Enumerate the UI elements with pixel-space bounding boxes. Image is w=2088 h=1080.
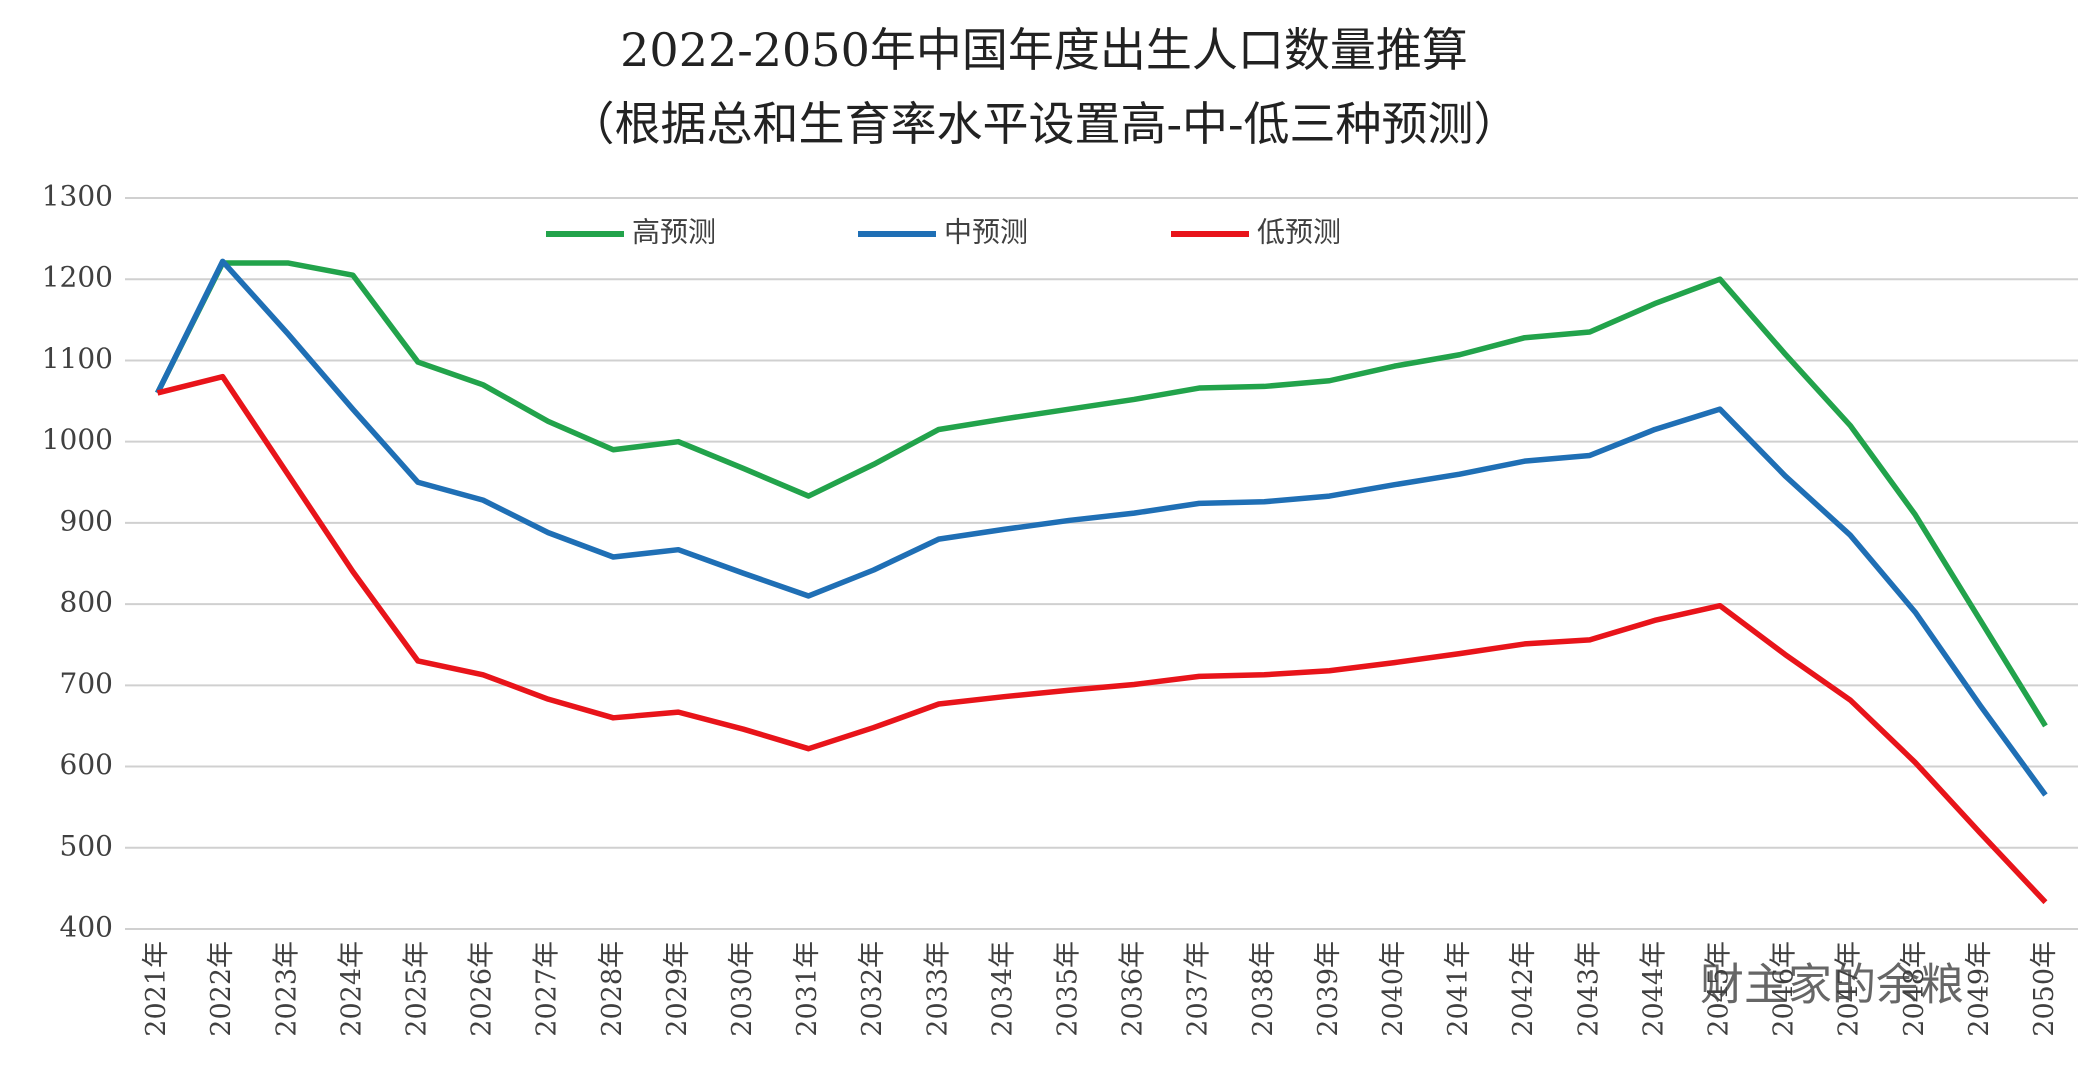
chart-title: 2022-2050年中国年度出生人口数量推算 xyxy=(620,23,1468,77)
x-tick-label: 2026年 xyxy=(467,941,498,1037)
x-tick-label: 2025年 xyxy=(401,941,432,1037)
x-tick-label: 2041年 xyxy=(1443,941,1474,1037)
y-tick-label: 1100 xyxy=(42,342,113,375)
x-tick-label: 2033年 xyxy=(922,941,953,1037)
x-tick-label: 2023年 xyxy=(271,941,302,1037)
x-tick-label: 2037年 xyxy=(1183,941,1214,1037)
x-tick-label: 2029年 xyxy=(662,941,693,1037)
x-tick-label: 2028年 xyxy=(597,941,628,1037)
x-tick-label: 2035年 xyxy=(1052,941,1083,1037)
data-line xyxy=(155,260,2048,728)
y-tick-label: 1000 xyxy=(42,423,113,456)
y-tick-label: 700 xyxy=(60,667,113,700)
y-tick-label: 600 xyxy=(60,748,113,781)
legend-label: 中预测 xyxy=(944,216,1028,249)
x-tick-label: 2050年 xyxy=(2029,941,2060,1037)
chart-subtitle: （根据总和生育率水平设置高-中-低三种预测） xyxy=(568,97,1519,151)
y-tick-label: 900 xyxy=(60,504,113,537)
x-tick-label: 2030年 xyxy=(727,941,758,1037)
x-tick-label: 2049年 xyxy=(1964,941,1995,1037)
x-tick-label: 2024年 xyxy=(336,941,367,1037)
x-tick-label: 2022年 xyxy=(206,941,237,1037)
x-tick-label: 2047年 xyxy=(1834,941,1865,1037)
data-line xyxy=(155,258,2048,797)
y-tick-label: 400 xyxy=(60,911,113,944)
x-tick-label: 2043年 xyxy=(1573,941,1604,1037)
legend-label: 高预测 xyxy=(632,216,716,249)
x-tick-label: 2031年 xyxy=(792,941,823,1037)
x-tick-label: 2038年 xyxy=(1248,941,1279,1037)
legend-label: 低预测 xyxy=(1257,216,1341,249)
y-tick-label: 800 xyxy=(60,586,113,619)
y-tick-label: 500 xyxy=(60,829,113,862)
x-tick-label: 2034年 xyxy=(987,941,1018,1037)
x-tick-label: 2039年 xyxy=(1313,941,1344,1037)
watermark: 财主家的余粮 xyxy=(1700,960,1964,1011)
x-tick-label: 2036年 xyxy=(1118,941,1149,1037)
x-tick-label: 2046年 xyxy=(1769,941,1800,1037)
x-tick-label: 2027年 xyxy=(532,941,563,1037)
y-tick-label: 1300 xyxy=(42,180,113,213)
data-line xyxy=(156,373,2048,905)
x-tick-label: 2045年 xyxy=(1703,941,1734,1037)
x-tick-label: 2048年 xyxy=(1899,941,1930,1037)
x-tick-label: 2042年 xyxy=(1508,941,1539,1037)
x-tick-label: 2044年 xyxy=(1638,941,1669,1037)
y-tick-label: 1200 xyxy=(42,261,113,294)
x-tick-label: 2021年 xyxy=(141,941,172,1037)
x-tick-label: 2040年 xyxy=(1378,941,1409,1037)
x-tick-label: 2032年 xyxy=(857,941,888,1037)
